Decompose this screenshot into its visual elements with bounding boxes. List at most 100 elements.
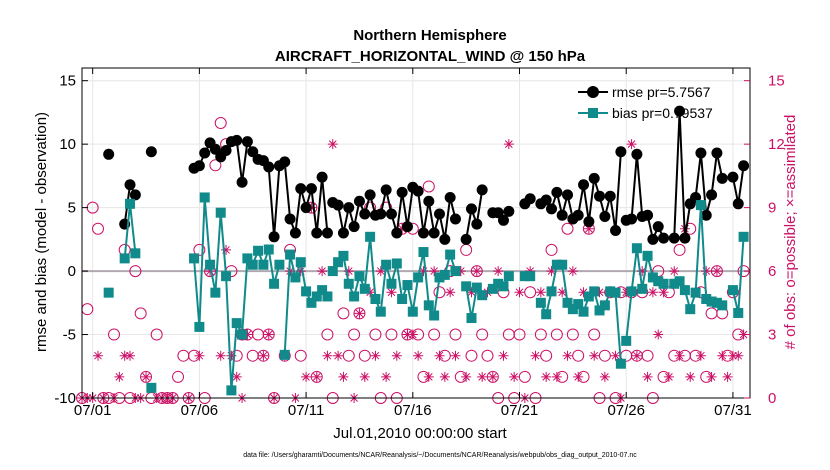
bias-point	[461, 281, 472, 292]
obs-assimilated-point	[658, 287, 669, 298]
obs-assimilated-point	[322, 350, 333, 361]
bias-point	[557, 259, 568, 270]
obs-assimilated-point	[477, 371, 488, 382]
rmse-point	[428, 227, 440, 239]
chart-subtitle: AIRCRAFT_HORIZONTAL_WIND @ 150 hPa	[275, 48, 586, 65]
obs-assimilated-point	[429, 266, 440, 277]
bias-point	[599, 300, 610, 311]
obs-possible-point	[705, 307, 718, 320]
bias-point	[247, 259, 258, 270]
rmse-point	[348, 221, 360, 233]
bias-point	[594, 305, 605, 316]
obs-assimilated-point	[503, 139, 514, 150]
obs-possible-point	[358, 349, 371, 362]
obs-possible-point	[470, 265, 483, 278]
footnote: data file: /Users/gharamti/Documents/NCA…	[243, 452, 637, 459]
obs-possible-point	[385, 328, 398, 341]
bias-point	[119, 253, 130, 264]
bias-point	[621, 335, 632, 346]
rmse-point	[103, 148, 115, 160]
rmse-point	[679, 232, 691, 244]
rmse-point	[209, 143, 221, 155]
rmse-point	[647, 233, 659, 245]
bias-point	[535, 297, 546, 308]
obs-possible-point	[534, 328, 547, 341]
bias-point	[738, 231, 749, 242]
obs-assimilated-point	[509, 371, 520, 382]
obs-assimilated-point	[546, 266, 557, 277]
rmse-point	[599, 211, 611, 222]
bias-point	[274, 259, 285, 270]
bias-point	[263, 244, 274, 255]
bias-point	[407, 306, 418, 317]
bias-point	[103, 287, 114, 298]
bias-point	[562, 297, 573, 308]
x-tick-label: 07/06	[181, 402, 219, 419]
bias-point	[637, 283, 648, 294]
obs-assimilated-point	[434, 350, 445, 361]
bias-point	[386, 278, 397, 289]
bias-point	[418, 247, 429, 258]
rmse-point	[546, 203, 558, 215]
obs-assimilated-point	[311, 371, 322, 382]
bias-point	[301, 286, 312, 297]
bias-point	[487, 283, 498, 294]
bias-point	[290, 272, 301, 283]
obs-assimilated-point	[375, 266, 386, 277]
obs-assimilated-point	[663, 371, 674, 382]
rmse-point	[375, 208, 387, 220]
bias-point	[573, 299, 584, 310]
bias-point	[567, 304, 578, 315]
bias-point	[226, 385, 237, 396]
y-tick-label: -10	[54, 390, 76, 407]
obs-possible-point	[294, 349, 307, 362]
obs-assimilated-point	[194, 350, 205, 361]
obs-assimilated-point	[631, 350, 642, 361]
x-tick-label: 07/21	[501, 402, 539, 419]
rmse-point	[524, 193, 536, 205]
obs-assimilated-point	[258, 350, 269, 361]
rmse-point	[380, 184, 392, 196]
rmse-point	[706, 189, 718, 201]
obs-assimilated-point	[466, 287, 477, 298]
obs-possible-point	[598, 349, 611, 362]
plot-frame	[81, 67, 751, 399]
bias-point	[727, 285, 738, 296]
rmse-point	[615, 146, 627, 158]
obs-possible-point	[476, 328, 489, 341]
rmse-point	[321, 227, 333, 239]
obs-assimilated-point	[701, 266, 712, 277]
rmse-point	[498, 214, 510, 226]
rmse-point	[199, 147, 211, 159]
bias-point	[642, 250, 653, 261]
rmse-point	[316, 171, 328, 183]
rmse-point	[503, 205, 515, 217]
bias-point	[391, 258, 402, 269]
bias-point	[397, 294, 408, 304]
obs-possible-point	[545, 243, 558, 256]
bias-point	[610, 287, 621, 298]
rmse-point	[295, 183, 307, 195]
bias-point	[317, 285, 328, 296]
obs-assimilated-point	[642, 371, 653, 382]
obs-assimilated-point	[226, 350, 237, 361]
rmse-point	[300, 202, 312, 214]
bias-point	[679, 285, 690, 296]
rmse-point	[460, 233, 472, 245]
rmse-point	[353, 195, 365, 207]
obs-assimilated-point	[231, 371, 242, 382]
rmse-point	[193, 160, 205, 172]
bias-point	[215, 207, 226, 218]
obs-assimilated-point	[567, 266, 578, 277]
obs-assimilated-point	[722, 371, 733, 382]
y2-tick-label: 12	[768, 136, 785, 153]
rmse-point	[385, 208, 397, 220]
rmse-point	[551, 186, 563, 198]
rmse-point	[279, 156, 291, 168]
bias-point	[647, 272, 658, 283]
bias-point	[503, 271, 514, 282]
bias-point	[189, 253, 200, 264]
bias-point	[733, 307, 744, 318]
obs-assimilated-point	[439, 371, 450, 382]
obs-assimilated-point	[498, 350, 509, 361]
